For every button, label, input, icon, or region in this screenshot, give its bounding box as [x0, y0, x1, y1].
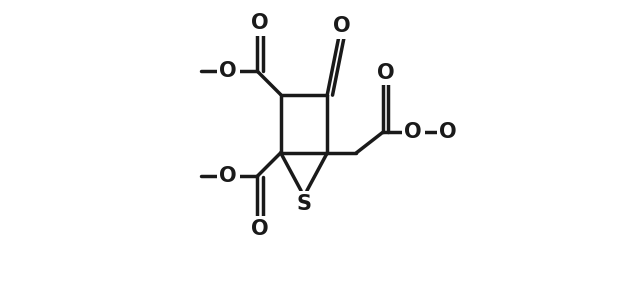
- Text: O: O: [220, 166, 237, 186]
- Text: O: O: [220, 61, 237, 81]
- Text: O: O: [333, 16, 350, 36]
- Text: O: O: [439, 122, 457, 142]
- Text: O: O: [252, 13, 269, 33]
- Text: O: O: [252, 218, 269, 238]
- Text: O: O: [404, 122, 422, 142]
- Text: O: O: [377, 63, 394, 83]
- Text: S: S: [296, 194, 312, 214]
